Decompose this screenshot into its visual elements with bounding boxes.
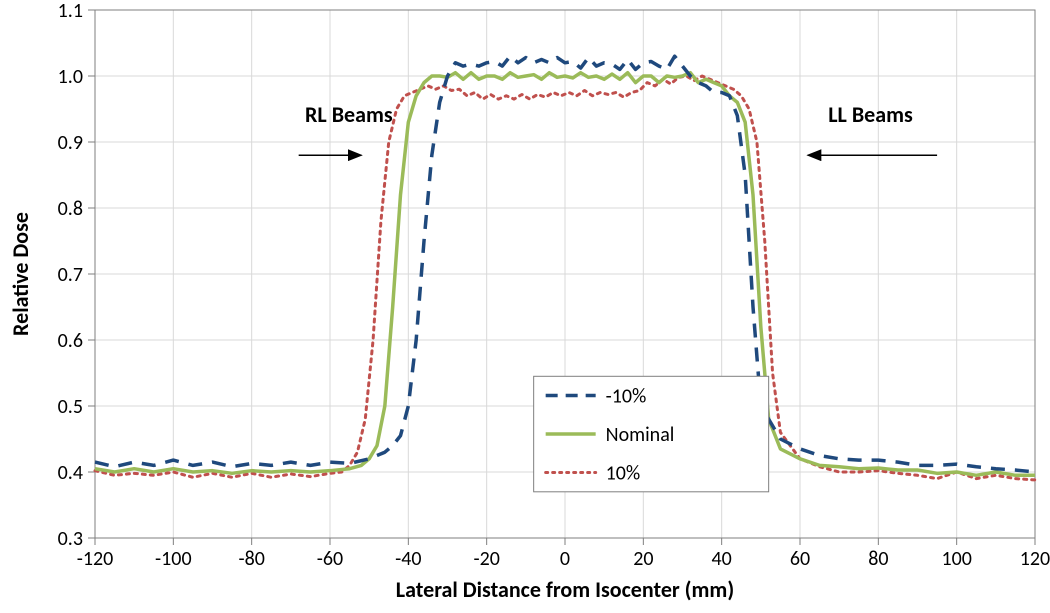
y-tick-label: 0.9 xyxy=(58,131,83,155)
y-axis-label: Relative Dose xyxy=(7,212,34,336)
x-tick-label: 120 xyxy=(1020,547,1050,571)
x-tick-label: -80 xyxy=(238,547,264,571)
annotation-rl: RL Beams xyxy=(305,101,393,128)
x-tick-label: -100 xyxy=(155,547,192,571)
legend: -10% Nominal 10% xyxy=(534,376,769,492)
x-tick-label: -20 xyxy=(473,547,499,571)
dose-profile-chart: -120-100-80-60-40-200204060801001200.30.… xyxy=(0,0,1050,613)
y-tick-label: 0.4 xyxy=(58,461,83,485)
x-tick-label: 100 xyxy=(941,547,971,571)
y-tick-label: 0.8 xyxy=(58,197,83,221)
x-tick-label: 40 xyxy=(712,547,732,571)
legend-label-nominal: Nominal xyxy=(606,423,675,447)
x-tick-label: -60 xyxy=(317,547,343,571)
x-tick-label: 60 xyxy=(790,547,810,571)
legend-label-plus10: 10% xyxy=(606,462,641,486)
x-tick-label: 80 xyxy=(868,547,888,571)
y-tick-label: 0.7 xyxy=(58,263,83,287)
chart-svg: -120-100-80-60-40-200204060801001200.30.… xyxy=(0,0,1050,613)
x-tick-label: 20 xyxy=(633,547,653,571)
x-tick-label: 0 xyxy=(560,547,570,571)
x-axis-label: Lateral Distance from Isocenter (mm) xyxy=(396,576,734,603)
legend-label-minus10: -10% xyxy=(606,385,647,409)
x-tick-label: -40 xyxy=(395,547,421,571)
annotation-ll: LL Beams xyxy=(828,101,913,128)
y-tick-label: 1.1 xyxy=(58,0,83,23)
y-tick-label: 0.3 xyxy=(58,527,83,551)
y-tick-label: 0.6 xyxy=(58,329,83,353)
y-tick-label: 0.5 xyxy=(58,395,83,419)
y-tick-label: 1.0 xyxy=(58,65,83,89)
